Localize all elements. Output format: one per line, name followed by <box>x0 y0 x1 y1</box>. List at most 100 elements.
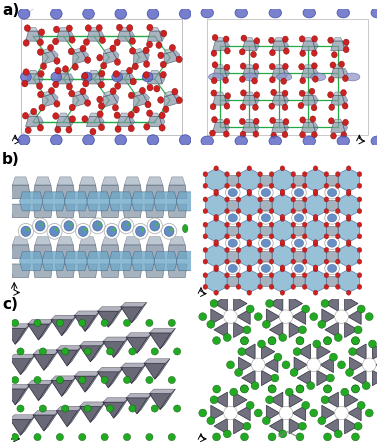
Circle shape <box>72 64 78 70</box>
Ellipse shape <box>294 214 304 222</box>
Circle shape <box>213 337 221 344</box>
Circle shape <box>236 172 241 177</box>
Ellipse shape <box>235 136 248 146</box>
Ellipse shape <box>327 189 337 197</box>
Polygon shape <box>176 192 199 211</box>
Polygon shape <box>301 41 316 51</box>
Circle shape <box>239 76 245 83</box>
Polygon shape <box>167 185 187 198</box>
Polygon shape <box>173 93 180 103</box>
Circle shape <box>37 39 44 45</box>
Polygon shape <box>117 31 132 41</box>
Circle shape <box>258 273 263 278</box>
Polygon shape <box>260 226 271 235</box>
Polygon shape <box>4 324 30 328</box>
Polygon shape <box>234 296 247 311</box>
Ellipse shape <box>127 223 130 226</box>
Circle shape <box>24 25 30 31</box>
Circle shape <box>214 242 219 247</box>
Polygon shape <box>214 392 228 408</box>
Polygon shape <box>173 50 180 60</box>
Polygon shape <box>205 244 227 268</box>
Polygon shape <box>353 344 366 359</box>
Polygon shape <box>42 94 57 107</box>
Polygon shape <box>43 49 52 54</box>
Circle shape <box>258 285 263 289</box>
Circle shape <box>253 104 258 111</box>
Circle shape <box>241 35 247 41</box>
Ellipse shape <box>303 8 316 18</box>
Circle shape <box>291 273 296 278</box>
Polygon shape <box>137 393 152 414</box>
Circle shape <box>236 248 241 252</box>
Polygon shape <box>326 276 338 286</box>
Polygon shape <box>10 419 31 435</box>
Circle shape <box>291 183 296 188</box>
Circle shape <box>258 209 263 214</box>
Circle shape <box>270 50 275 56</box>
Ellipse shape <box>225 211 240 224</box>
Ellipse shape <box>78 226 88 236</box>
Polygon shape <box>78 204 97 218</box>
Polygon shape <box>326 226 338 235</box>
Ellipse shape <box>41 223 44 226</box>
Polygon shape <box>147 74 162 84</box>
Circle shape <box>56 376 64 384</box>
Text: a): a) <box>2 3 19 18</box>
Polygon shape <box>342 95 348 105</box>
Circle shape <box>310 409 318 417</box>
Polygon shape <box>102 177 118 185</box>
Polygon shape <box>205 194 227 217</box>
Polygon shape <box>109 192 132 211</box>
Circle shape <box>83 80 89 87</box>
Circle shape <box>213 433 221 441</box>
Ellipse shape <box>18 8 30 19</box>
Circle shape <box>346 189 351 194</box>
Ellipse shape <box>92 221 102 231</box>
Circle shape <box>266 396 273 404</box>
Circle shape <box>365 313 373 321</box>
Circle shape <box>339 61 345 67</box>
Circle shape <box>84 405 91 412</box>
Polygon shape <box>114 337 129 358</box>
Circle shape <box>328 118 334 124</box>
Polygon shape <box>64 252 88 271</box>
Ellipse shape <box>276 73 292 81</box>
Circle shape <box>210 300 218 307</box>
Ellipse shape <box>209 73 224 81</box>
Polygon shape <box>51 380 72 396</box>
Polygon shape <box>100 204 120 218</box>
Polygon shape <box>121 363 147 368</box>
Circle shape <box>307 382 315 390</box>
Polygon shape <box>108 368 124 388</box>
Polygon shape <box>120 70 129 74</box>
Ellipse shape <box>201 8 214 18</box>
Polygon shape <box>33 415 55 431</box>
Ellipse shape <box>164 226 174 236</box>
Circle shape <box>313 216 318 221</box>
Polygon shape <box>292 309 306 324</box>
Circle shape <box>236 259 241 264</box>
Polygon shape <box>134 94 148 107</box>
Polygon shape <box>120 113 129 116</box>
Ellipse shape <box>325 186 340 199</box>
Circle shape <box>54 58 60 64</box>
Circle shape <box>279 310 293 323</box>
Ellipse shape <box>228 189 238 197</box>
Circle shape <box>330 353 337 361</box>
Circle shape <box>346 368 353 376</box>
Polygon shape <box>215 37 224 41</box>
Circle shape <box>236 222 241 227</box>
Circle shape <box>269 197 274 202</box>
Circle shape <box>182 224 188 233</box>
Circle shape <box>279 334 287 342</box>
Ellipse shape <box>261 189 271 197</box>
Polygon shape <box>260 200 271 210</box>
Circle shape <box>146 319 153 326</box>
Polygon shape <box>28 113 38 116</box>
Polygon shape <box>104 91 112 97</box>
Circle shape <box>299 90 305 96</box>
Circle shape <box>271 89 276 95</box>
Circle shape <box>247 290 252 295</box>
Circle shape <box>223 334 231 342</box>
